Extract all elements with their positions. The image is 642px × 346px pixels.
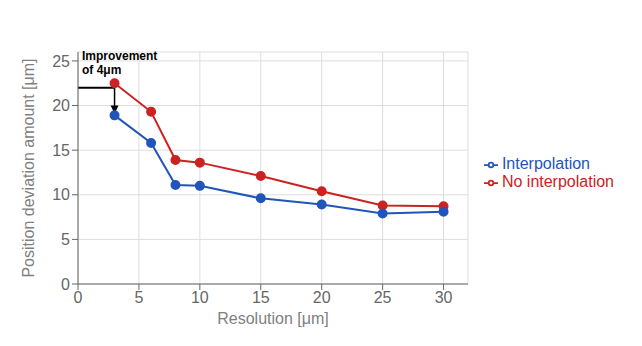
svg-text:15: 15 bbox=[252, 289, 270, 306]
svg-text:15: 15 bbox=[52, 142, 70, 159]
svg-text:of 4μm: of 4μm bbox=[82, 63, 121, 77]
svg-text:25: 25 bbox=[52, 53, 70, 70]
svg-text:Position deviation amount [μm]: Position deviation amount [μm] bbox=[20, 58, 37, 277]
svg-text:0: 0 bbox=[61, 276, 70, 293]
svg-text:10: 10 bbox=[52, 186, 70, 203]
svg-text:20: 20 bbox=[313, 289, 331, 306]
html-text:Interpolation: Interpolation bbox=[501, 155, 590, 172]
svg-text:Resolution [μm]: Resolution [μm] bbox=[217, 310, 328, 327]
svg-text:10: 10 bbox=[191, 289, 209, 306]
svg-text:5: 5 bbox=[134, 289, 143, 306]
svg-text:30: 30 bbox=[435, 289, 453, 306]
svg-text:0: 0 bbox=[74, 289, 83, 306]
svg-text:20: 20 bbox=[52, 97, 70, 114]
html-text:No interpolation: No interpolation bbox=[501, 173, 614, 190]
svg-text:5: 5 bbox=[61, 231, 70, 248]
svg-text:25: 25 bbox=[374, 289, 392, 306]
svg-text:Improvement: Improvement bbox=[82, 49, 157, 63]
